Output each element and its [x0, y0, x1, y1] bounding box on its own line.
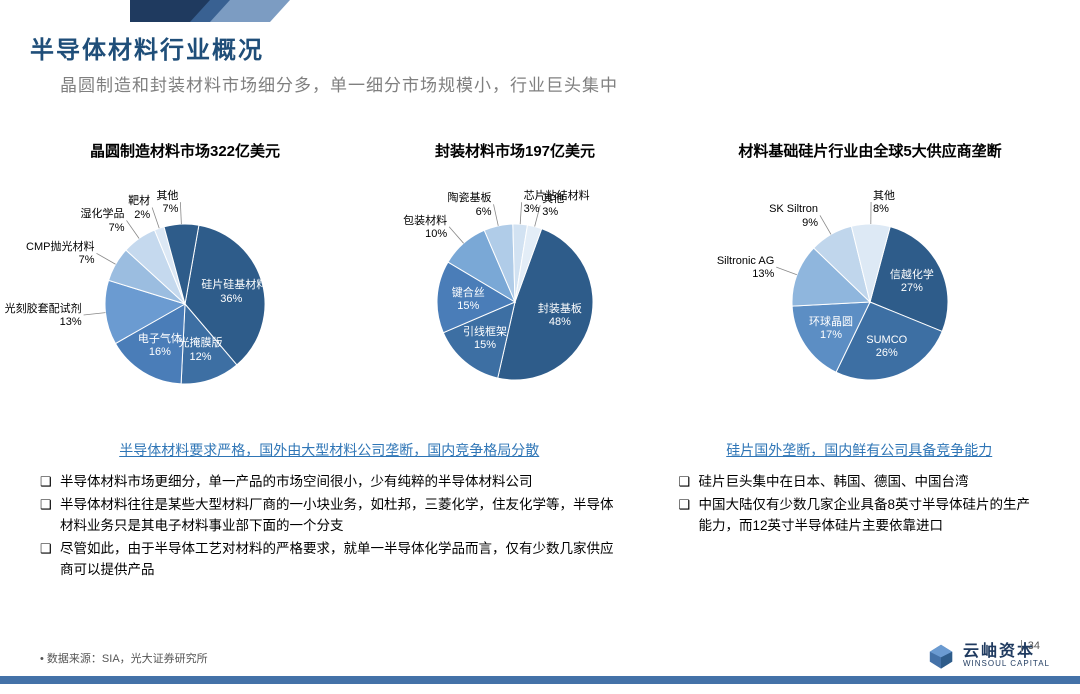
chart2-title: 封装材料市场197亿美元 — [435, 140, 595, 161]
pie-slice-label: CMP抛光材料7% — [26, 241, 94, 267]
main-title: 半导体材料行业概况 — [30, 30, 618, 65]
chart3-col: 材料基础硅片行业由全球5大供应商垄断 信越化学27% SUMCO26%环球晶圆17… — [690, 140, 1050, 439]
footer: 数据来源：SIA，光大证券研究所 云岫资本 WINSOUL CAPITAL 34 — [0, 644, 1080, 684]
pie-slice-label: SUMCO26% — [857, 334, 917, 360]
pie-slice-label: 键合丝15% — [438, 287, 498, 313]
chart3-title: 材料基础硅片行业由全球5大供应商垄断 — [738, 140, 1001, 161]
chart1-title: 晶圆制造材料市场322亿美元 — [90, 140, 280, 161]
pie-slice-label: 引线框架15% — [455, 326, 515, 352]
pie-slice-label: 环球晶圆17% — [801, 316, 861, 342]
note-item: 半导体材料市场更细分，单一产品的市场空间很小，少有纯粹的半导体材料公司 — [40, 472, 618, 493]
pie-slice-label: 湿化学品7% — [81, 208, 125, 234]
pie-slice-label: 包装材料10% — [403, 215, 447, 241]
pie-slice-label: 光刻胶套配试剂13% — [5, 303, 82, 329]
notes-left-heading: 半导体材料要求严格，国外由大型材料公司垄断，国内竞争格局分散 — [40, 440, 618, 460]
chart2-col: 封装材料市场197亿美元 封装基板48% 引线框架15% 键合丝15% 包装材料10%… — [365, 140, 665, 439]
pie-slice-label: Siltronic AG13% — [717, 255, 774, 281]
pie-slice-label: 其他7% — [156, 190, 178, 216]
footer-bar — [0, 676, 1080, 684]
chart1-col: 晶圆制造材料市场322亿美元 硅片硅基材料36%光掩膜版12%电子气体16%光刻… — [30, 140, 340, 439]
notes-left-list: 半导体材料市场更细分，单一产品的市场空间很小，少有纯粹的半导体材料公司半导体材料… — [40, 472, 618, 581]
logo-icon — [927, 642, 955, 670]
notes-left: 半导体材料要求严格，国外由大型材料公司垄断，国内竞争格局分散 半导体材料市场更细… — [40, 440, 618, 583]
pie-slice-label: 硅片硅基材料36% — [201, 279, 261, 305]
title-block: 半导体材料行业概况 晶圆制造和封装材料市场细分多，单一细分市场规模小，行业巨头集… — [30, 30, 618, 96]
pie-slice-label: 信越化学27% — [882, 269, 942, 295]
header-decoration — [130, 0, 330, 22]
note-item: 硅片巨头集中在日本、韩国、德国、中国台湾 — [678, 472, 1040, 493]
notes-right: 硅片国外垄断，国内鲜有公司具备竞争能力 硅片巨头集中在日本、韩国、德国、中国台湾… — [678, 440, 1040, 583]
pie-slice-label: 陶瓷基板6% — [448, 192, 492, 218]
logo-en: WINSOUL CAPITAL — [963, 660, 1050, 669]
logo-block: 云岫资本 WINSOUL CAPITAL 34 — [927, 642, 1050, 670]
charts-row: 晶圆制造材料市场322亿美元 硅片硅基材料36%光掩膜版12%电子气体16%光刻… — [30, 140, 1050, 439]
pie-slice-label: 其他8% — [873, 190, 895, 216]
pie-slice-label: 电子气体16% — [130, 333, 190, 359]
pie-slice-label: 其他3% — [542, 193, 564, 219]
data-source: 数据来源：SIA，光大证券研究所 — [40, 650, 208, 666]
notes-right-list: 硅片巨头集中在日本、韩国、德国、中国台湾中国大陆仅有少数几家企业具备8英寸半导体… — [678, 472, 1040, 537]
note-item: 半导体材料往往是某些大型材料厂商的一小块业务，如杜邦，三菱化学，住友化学等，半导… — [40, 495, 618, 537]
note-item: 中国大陆仅有少数几家企业具备8英寸半导体硅片的生产能力，而12英寸半导体硅片主要… — [678, 495, 1040, 537]
chart1-pie: 硅片硅基材料36%光掩膜版12%电子气体16%光刻胶套配试剂13%CMP抛光材料… — [50, 169, 320, 439]
page-number: 34 — [1021, 640, 1040, 652]
pie-slice-label: 封装基板48% — [530, 303, 590, 329]
subtitle: 晶圆制造和封装材料市场细分多，单一细分市场规模小，行业巨头集中 — [60, 71, 618, 96]
notes-row: 半导体材料要求严格，国外由大型材料公司垄断，国内竞争格局分散 半导体材料市场更细… — [40, 440, 1040, 583]
note-item: 尽管如此，由于半导体工艺对材料的严格要求，就单一半导体化学品而言，仅有少数几家供… — [40, 539, 618, 581]
pie-slice-label: SK Siltron9% — [769, 203, 818, 229]
pie-slice-label: 靶材2% — [128, 195, 150, 221]
chart2-pie: 封装基板48%引线框架15%键合丝15%包装材料10%陶瓷基板6%芯片粘结材料3… — [382, 169, 648, 435]
chart3-pie: 信越化学27%SUMCO26%环球晶圆17%Siltronic AG13%SK … — [737, 169, 1003, 435]
notes-right-heading: 硅片国外垄断，国内鲜有公司具备竞争能力 — [678, 440, 1040, 460]
